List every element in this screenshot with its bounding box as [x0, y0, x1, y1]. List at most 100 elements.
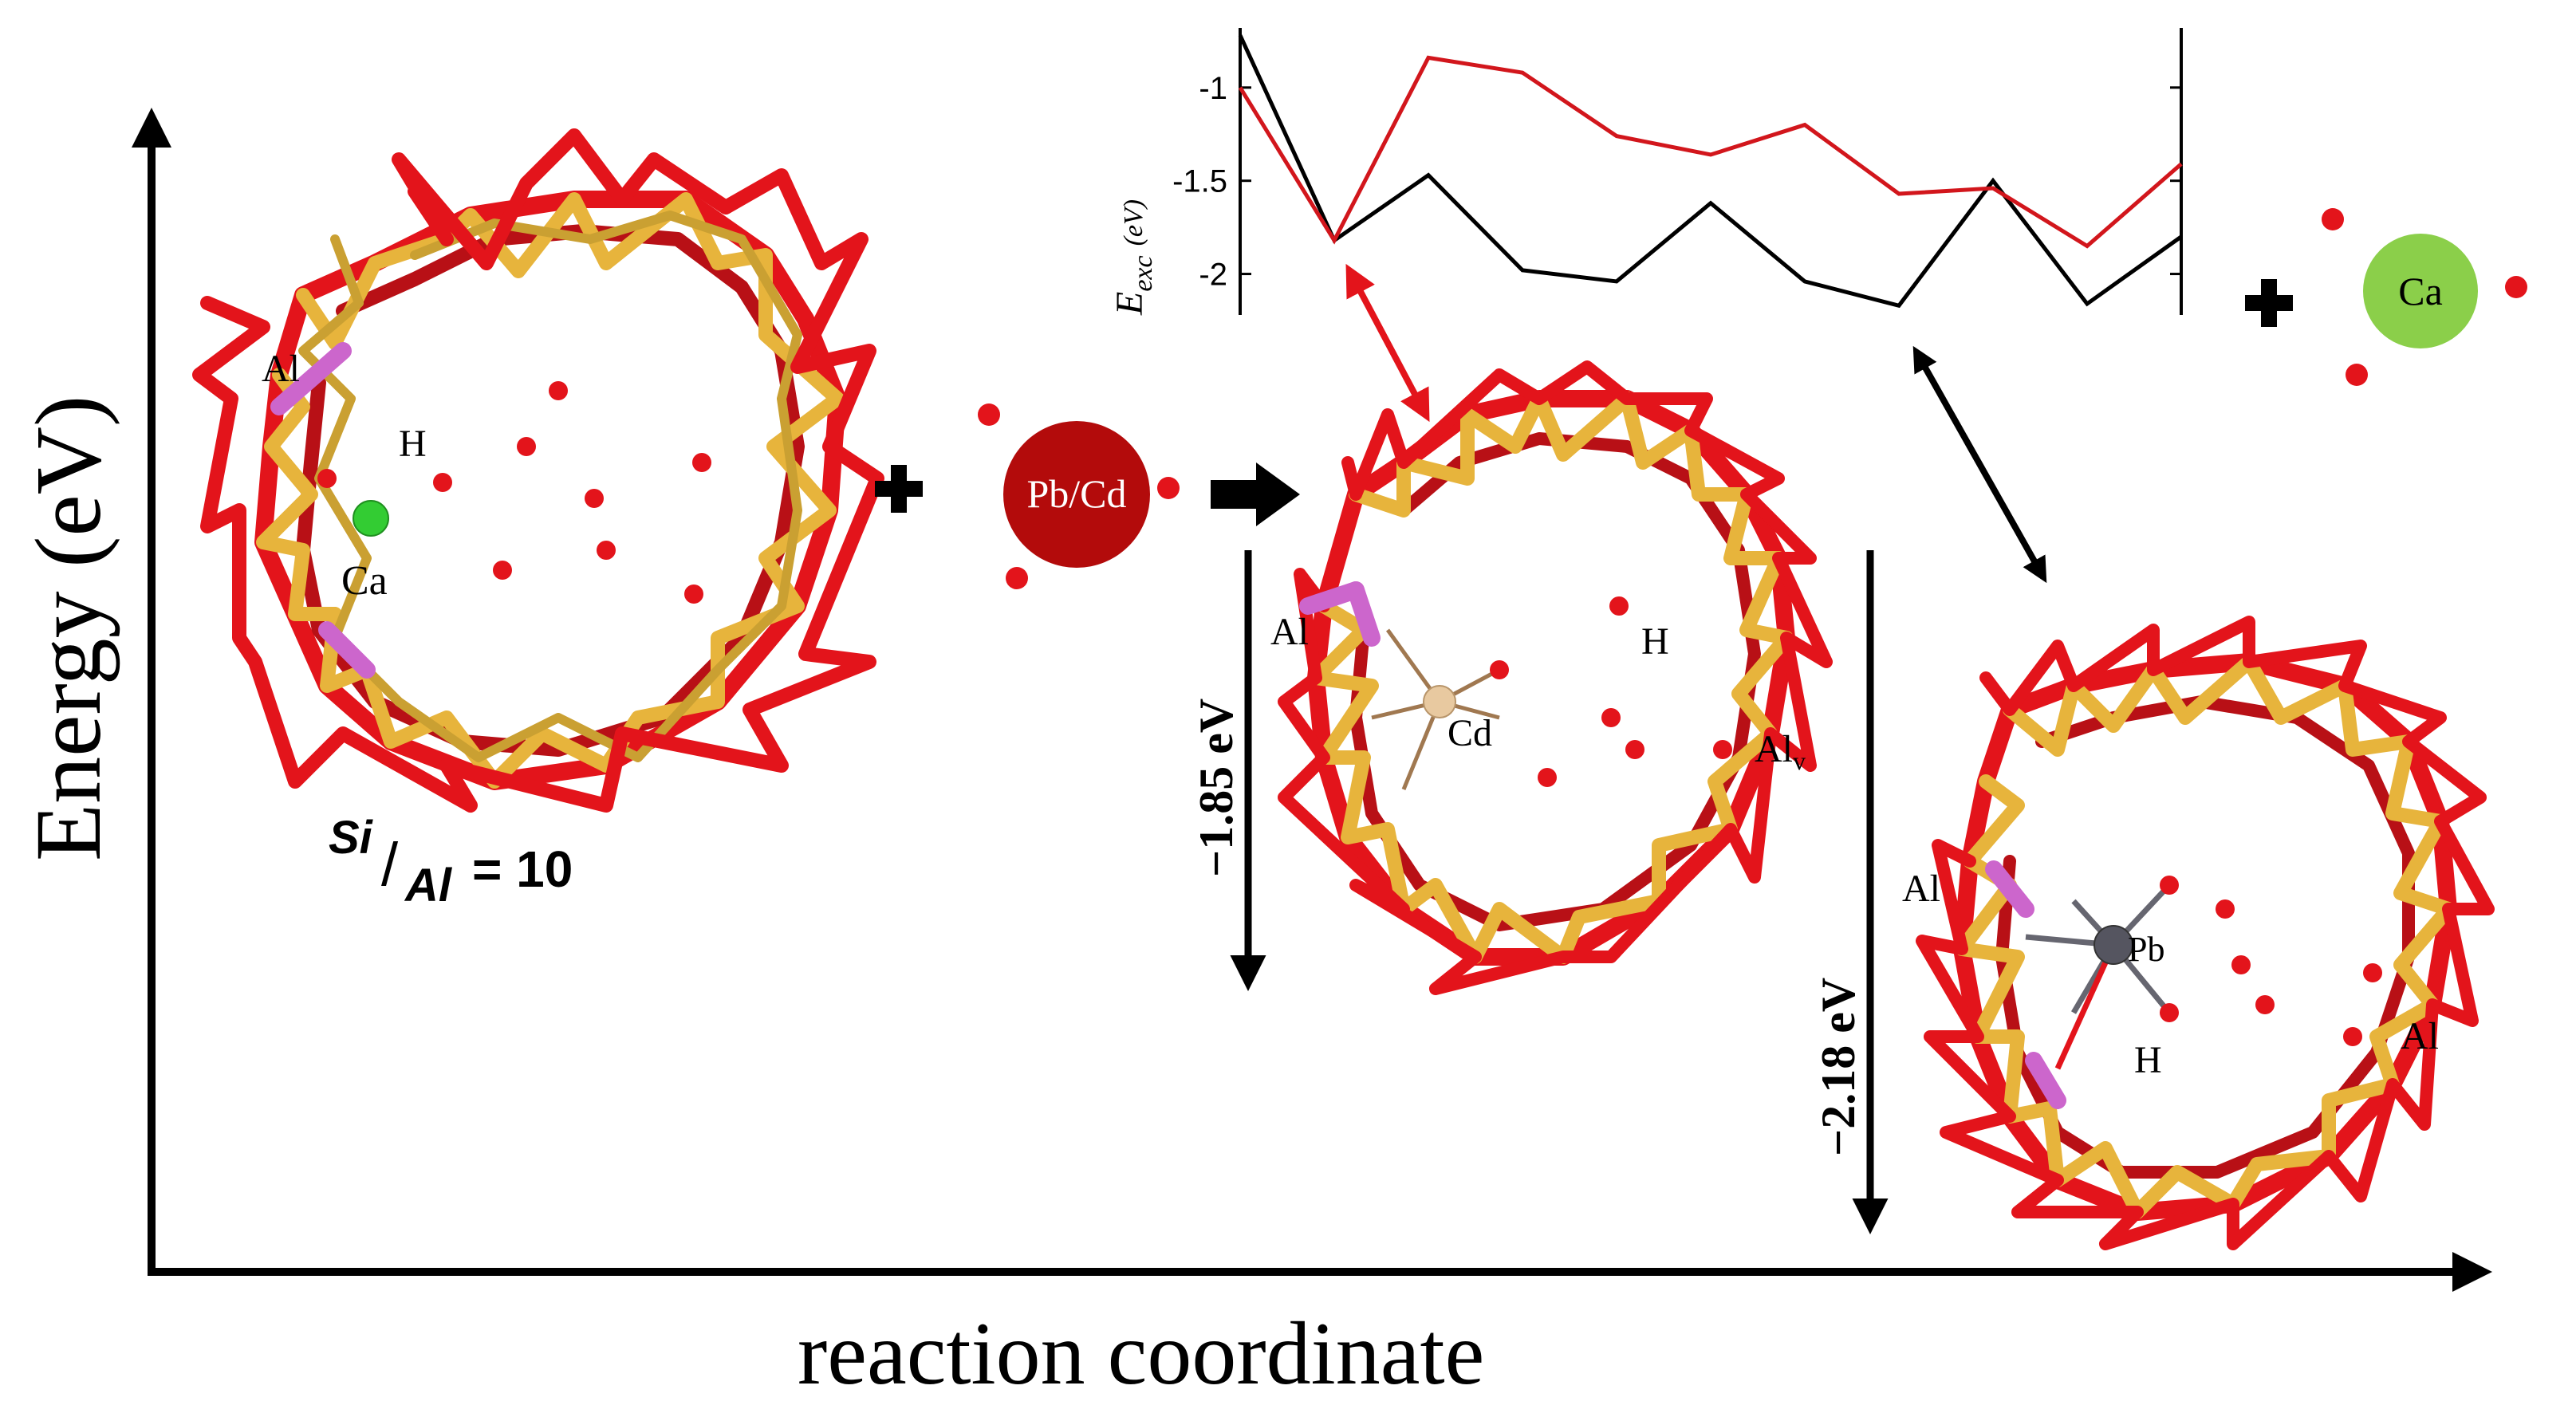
red-pointer-arrow — [1345, 263, 1430, 423]
water-oxygen — [1006, 567, 1028, 589]
water-oxygen — [2346, 364, 2368, 386]
pb-al-bond-1 — [1985, 860, 2034, 918]
ratio-numerator: Si — [329, 812, 374, 864]
pb-al-left-label: Al — [1902, 868, 1940, 910]
cd-complex-ring: Al H Cd Alv — [1270, 360, 1833, 995]
reactant-framework-oxygen — [254, 191, 846, 790]
water-oxygen — [978, 403, 1000, 426]
cd-framework-oxygen-2 — [1349, 432, 1761, 931]
cd-framework — [1278, 360, 1833, 995]
y-tick-label: -2 — [1199, 258, 1227, 293]
plus-sign-1 — [875, 465, 923, 513]
pb-atom — [2093, 925, 2133, 965]
reactant-al-label: Al — [262, 348, 300, 390]
reactant-calcium-atom — [353, 500, 389, 537]
cd-water-molecules — [1490, 596, 1732, 787]
water-oxygen — [1601, 708, 1621, 727]
pb-framework — [1916, 616, 2495, 1250]
water-oxygen — [1625, 740, 1644, 759]
water-oxygen — [549, 381, 568, 400]
water-oxygen — [317, 469, 337, 488]
plus-sign-2 — [2245, 279, 2293, 327]
exchange-energy-inset-chart: -1 -1.5 -2 Eexc (eV) — [1109, 28, 2183, 316]
reaction-axis-label: reaction coordinate — [798, 1305, 1484, 1403]
chart-y-label: Eexc (eV) — [1109, 199, 1158, 316]
chart-series — [1238, 34, 2183, 309]
water-oxygen — [1490, 660, 1509, 679]
y-tick-label: -1.5 — [1172, 164, 1227, 199]
water-oxygen — [2255, 995, 2275, 1014]
reactant-framework-silicon — [256, 192, 845, 789]
pb-atom-label: Pb — [2128, 930, 2164, 969]
pb-cd-ion-ball — [1003, 421, 1150, 568]
cd-atom-label: Cd — [1448, 712, 1492, 754]
chart-y-label-sub: exc — [1128, 255, 1158, 291]
ratio-denominator: Al — [404, 860, 453, 911]
pb-energy-label: −2.18 eV — [1812, 978, 1865, 1156]
water-oxygen — [2160, 1003, 2179, 1022]
chart-frame — [1240, 28, 2181, 315]
cd-oxygen-stubs — [1278, 360, 1833, 995]
water-oxygen — [585, 489, 604, 508]
cd-h-label: H — [1641, 620, 1669, 663]
ratio-label: Si — [329, 812, 374, 864]
water-oxygen — [433, 473, 452, 492]
reactant-al-bond-2 — [318, 621, 376, 679]
series-line-black — [1238, 34, 2183, 309]
reactant-h-label: H — [399, 423, 427, 465]
water-oxygen — [2505, 276, 2527, 298]
chart-y-label-main: E — [1109, 292, 1151, 316]
water-oxygen — [517, 437, 536, 456]
pb-al-right-label: Al — [2401, 1015, 2439, 1057]
cd-atom — [1423, 685, 1456, 718]
reactant-zeolite-ring: Al H Ca Si / Al = 10 — [192, 128, 884, 911]
cd-alv-main: Al — [1755, 728, 1793, 770]
pb-water-molecules — [2160, 876, 2382, 1046]
cd-energy-label: −1.85 eV — [1190, 699, 1243, 877]
black-pointer-arrow — [1912, 345, 2047, 584]
cd-framework-oxygen — [1307, 390, 1795, 966]
reactant-framework-silicon-2 — [298, 211, 802, 762]
cd-al-bond-2 — [1347, 581, 1381, 647]
water-oxygen — [2216, 899, 2235, 919]
pb-red-bond — [2054, 943, 2117, 1070]
energy-axis-label: Energy (eV) — [16, 396, 120, 861]
ratio-value: = 10 — [472, 840, 573, 898]
water-oxygen — [1609, 596, 1629, 616]
pb-oxygen-stubs — [1916, 616, 2495, 1250]
water-oxygen — [692, 453, 711, 472]
water-oxygen — [684, 584, 703, 604]
series-line-red — [1238, 55, 2183, 249]
water-oxygen — [597, 541, 616, 560]
chart-y-label-unit: (eV) — [1119, 199, 1148, 246]
reagent-waters — [978, 403, 1180, 589]
reactant-framework — [192, 128, 884, 813]
y-tick-label: -1 — [1199, 71, 1227, 106]
water-oxygen — [2322, 208, 2344, 230]
pb-h-label: H — [2134, 1039, 2162, 1081]
reactant-oxygen-stubs — [192, 128, 884, 813]
water-oxygen — [493, 561, 512, 580]
reaction-arrow — [1211, 462, 1300, 526]
ca-ion-label: Ca — [2398, 269, 2443, 313]
cd-alv-sub: v — [1793, 746, 1806, 775]
water-oxygen — [2231, 955, 2251, 974]
water-oxygen — [1157, 477, 1180, 499]
cd-al-label: Al — [1270, 611, 1309, 653]
ca-ion-ball — [2363, 234, 2478, 348]
pb-al-bond-2 — [2025, 1052, 2066, 1109]
water-oxygen — [2343, 1027, 2362, 1046]
product-waters — [2322, 208, 2527, 386]
cd-alv-label: Alv — [1755, 728, 1806, 775]
water-oxygen — [2160, 876, 2179, 895]
reactant-ca-label: Ca — [341, 558, 388, 604]
main-axes — [132, 108, 2492, 1292]
reactant-al-bond-1 — [270, 342, 352, 415]
ratio-slash: / — [381, 831, 399, 899]
reactant-water-molecules — [317, 381, 711, 604]
water-oxygen — [1713, 740, 1732, 759]
pb-complex-ring: Al Pb H Al — [1902, 616, 2495, 1250]
pb-cd-ion-label: Pb/Cd — [1026, 471, 1126, 516]
water-oxygen — [1538, 768, 1557, 787]
